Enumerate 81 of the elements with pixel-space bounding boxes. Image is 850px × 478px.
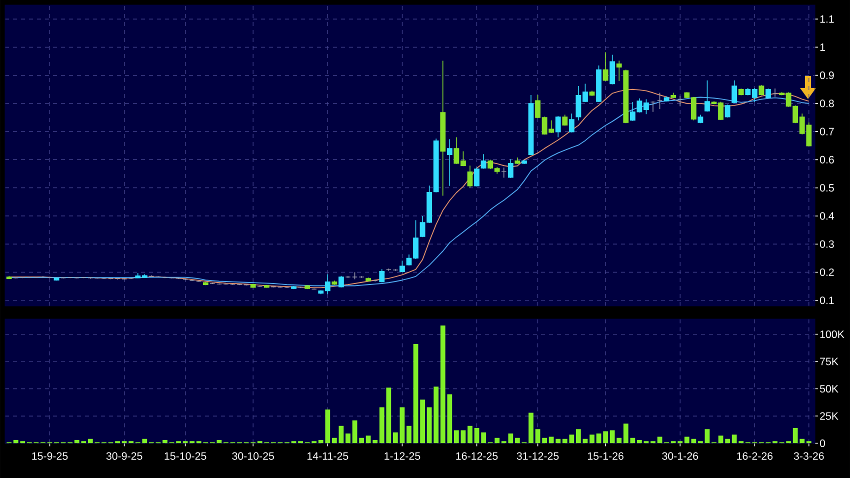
candlestick <box>501 167 507 178</box>
bar <box>392 432 398 444</box>
y-tick-label: 0.8 <box>820 100 834 108</box>
bar <box>474 428 480 444</box>
x-tick-label: 16-12-25 <box>456 452 498 460</box>
bar <box>576 429 581 444</box>
x-tick-label: 15-10-25 <box>164 452 206 460</box>
bar <box>481 432 486 444</box>
y-tick-label: 0.4 <box>820 212 834 220</box>
bar <box>468 426 472 444</box>
x-tick-label: 14-11-25 <box>308 452 348 460</box>
bar <box>460 430 466 444</box>
bar <box>603 431 608 444</box>
y-tick-label: 50K <box>820 384 838 393</box>
candlestick <box>446 138 452 186</box>
y-tick-label: 0.1 <box>820 296 834 304</box>
bar <box>406 426 412 444</box>
bar <box>590 434 594 444</box>
bar <box>413 344 418 444</box>
x-tick-label: 16-2-26 <box>737 452 773 460</box>
x-tick-label: 31-12-25 <box>516 452 559 460</box>
bar <box>528 412 534 444</box>
candlestick <box>677 95 683 107</box>
x-tick-label: 30-10-25 <box>232 452 274 460</box>
y-tick-label: 0.7 <box>820 128 834 136</box>
candlestick <box>657 92 662 110</box>
x-tick-label: 15-9-25 <box>32 452 68 460</box>
bar <box>454 430 459 444</box>
candlestick <box>467 165 473 188</box>
x-tick-label: 15-1-26 <box>588 452 624 460</box>
candlestick <box>379 268 385 283</box>
candlestick <box>474 166 480 187</box>
bar <box>725 438 730 444</box>
bar <box>88 438 93 444</box>
candlestick <box>555 116 561 138</box>
bar <box>346 433 350 444</box>
x-tick-label: 3-3-26 <box>794 452 824 460</box>
candlestick <box>508 158 514 178</box>
bar <box>657 436 662 444</box>
y-tick-label: 25K <box>820 412 838 420</box>
candlestick <box>338 275 344 288</box>
bar <box>359 438 364 444</box>
candlestick <box>616 60 622 82</box>
candlestick <box>610 54 616 85</box>
candlestick <box>480 154 486 170</box>
y-tick-label: 75K <box>820 358 838 366</box>
y-tick-label: 1 <box>820 44 825 51</box>
y-tick-label: 100K <box>820 330 844 338</box>
candlestick <box>13 276 19 279</box>
bar <box>637 440 642 444</box>
y-tick-label: 0.6 <box>820 156 834 164</box>
bar <box>542 438 547 444</box>
y-tick-label: 1.1 <box>820 15 834 23</box>
candlestick <box>766 88 771 99</box>
bar <box>718 436 724 444</box>
y-tick-label: 0.2 <box>820 268 834 276</box>
bar <box>704 429 710 444</box>
candlestick <box>568 113 574 133</box>
y-tick-label: 0.9 <box>820 72 834 80</box>
candlestick <box>704 80 710 112</box>
bar <box>162 440 168 444</box>
y-tick-label: 0.5 <box>820 184 834 192</box>
bar <box>338 426 344 444</box>
candlestick <box>758 84 764 96</box>
bar <box>400 407 405 444</box>
x-tick-label: 1-12-25 <box>384 452 420 460</box>
bar <box>420 400 425 444</box>
bar <box>535 429 540 444</box>
y-tick-label: 0.3 <box>820 240 834 248</box>
x-tick-label: 30-1-26 <box>662 452 698 460</box>
bar <box>596 433 602 444</box>
bar <box>352 420 358 444</box>
candlestick <box>772 88 778 98</box>
candlestick <box>602 52 608 82</box>
candlestick <box>724 104 730 118</box>
y-tick-label: 0 <box>820 440 826 448</box>
bar <box>332 438 337 444</box>
candlestick <box>650 100 656 112</box>
x-tick-label: 30-9-25 <box>106 452 142 460</box>
candlestick <box>732 80 738 104</box>
bar <box>515 438 520 444</box>
